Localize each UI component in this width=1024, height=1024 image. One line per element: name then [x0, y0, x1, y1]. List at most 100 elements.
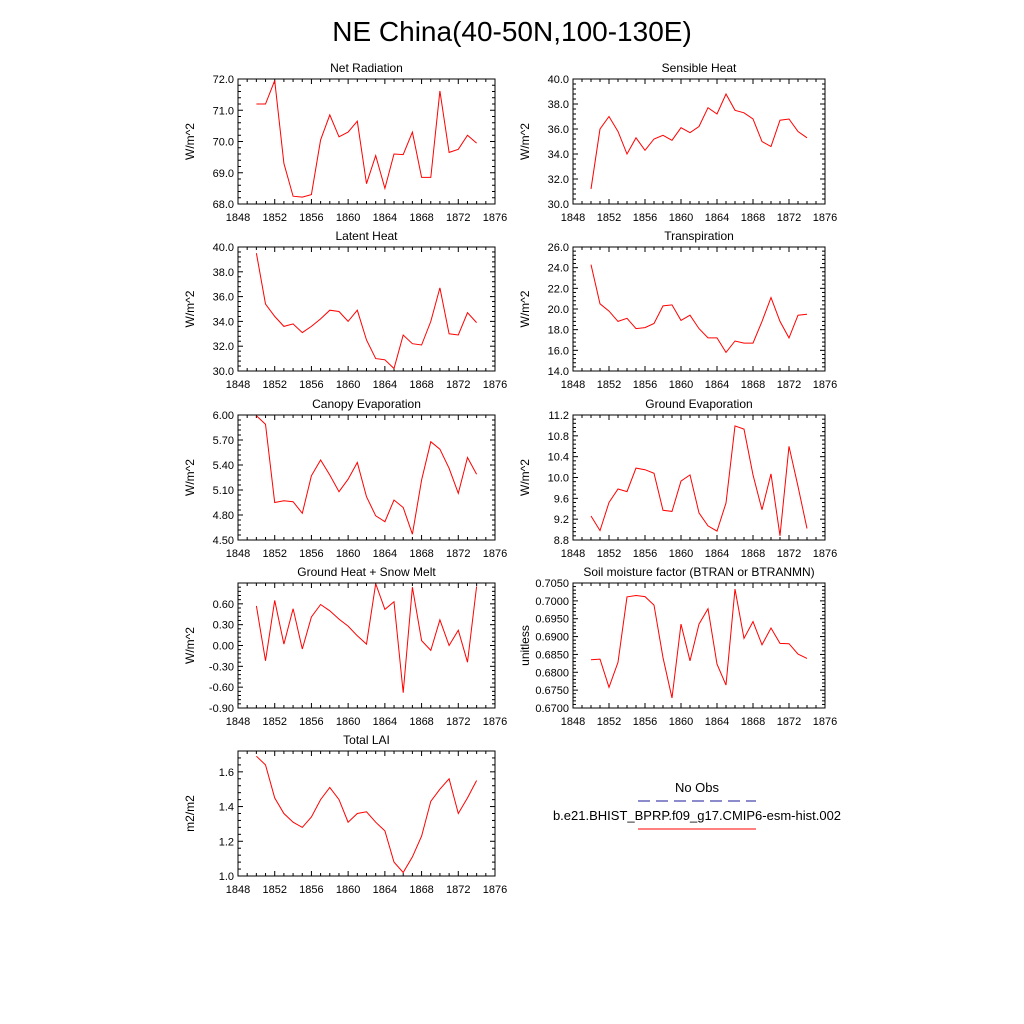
- y-axis-label: W/m^2: [518, 123, 532, 160]
- x-tick-label: 1856: [299, 379, 323, 391]
- x-tick-label: 1868: [741, 548, 765, 560]
- y-axis-label: W/m^2: [183, 459, 197, 496]
- x-tick-label: 1872: [777, 212, 801, 224]
- y-tick-label: 9.6: [554, 493, 569, 505]
- x-tick-label: 1852: [262, 379, 286, 391]
- panel-8: Total LAI m2/m2 1848 1852 1856 1860 1864 1868 18…: [183, 733, 507, 896]
- y-tick-label: 18.0: [548, 325, 569, 337]
- x-tick-label: 1852: [597, 379, 621, 391]
- x-tick-label: 1868: [409, 212, 433, 224]
- y-tick-label: 0.60: [213, 599, 234, 611]
- x-tick-label: 1868: [409, 548, 433, 560]
- x-tick-label: 1856: [633, 716, 657, 728]
- x-tick-label: 1856: [633, 212, 657, 224]
- y-tick-label: 0.00: [213, 641, 234, 653]
- x-tick-label: 1848: [226, 716, 250, 728]
- series-line: [256, 415, 478, 535]
- panel-title: Net Radiation: [330, 61, 403, 75]
- x-tick-label: 1856: [299, 716, 323, 728]
- y-tick-label: 9.2: [554, 514, 569, 526]
- x-tick-label: 1876: [813, 379, 837, 391]
- y-tick-label: 32.0: [213, 341, 234, 353]
- y-tick-label: 10.0: [548, 473, 569, 485]
- x-tick-label: 1868: [741, 379, 765, 391]
- x-tick-label: 1864: [705, 379, 729, 391]
- legend-obs-label: No Obs: [675, 780, 720, 795]
- x-tick-label: 1860: [669, 548, 693, 560]
- panel-title: Sensible Heat: [662, 61, 737, 75]
- y-tick-label: 36.0: [548, 124, 569, 136]
- x-tick-label: 1848: [561, 548, 585, 560]
- series-line: [256, 80, 477, 198]
- x-tick-label: 1876: [483, 212, 507, 224]
- y-tick-label: 11.2: [548, 410, 569, 422]
- y-tick-label: 0.6900: [535, 632, 569, 644]
- x-tick-label: 1872: [446, 379, 470, 391]
- x-tick-label: 1876: [813, 716, 837, 728]
- x-tick-label: 1864: [373, 548, 397, 560]
- panel-4: Canopy Evaporation W/m^2 1848 1852 1856 1860 1…: [183, 397, 507, 560]
- y-tick-label: 1.4: [219, 802, 234, 814]
- panels: Net Radiation W/m^2 1848 1852 1856 1860 1864 18…: [183, 61, 837, 896]
- x-tick-label: 1868: [741, 716, 765, 728]
- x-tick-label: 1848: [226, 884, 250, 896]
- y-tick-label: 5.70: [213, 435, 234, 447]
- y-tick-label: 30.0: [213, 366, 234, 378]
- y-tick-label: 68.0: [213, 199, 234, 211]
- x-tick-label: 1860: [336, 379, 360, 391]
- y-tick-label: 72.0: [213, 74, 234, 86]
- x-tick-label: 1872: [777, 548, 801, 560]
- x-tick-label: 1872: [446, 212, 470, 224]
- x-tick-label: 1856: [299, 212, 323, 224]
- panel-title: Latent Heat: [335, 229, 398, 243]
- panel-1: Sensible Heat W/m^2 1848 1852 1856 1860 1864 18…: [518, 61, 837, 224]
- y-tick-label: 0.6700: [535, 703, 569, 715]
- series-line: [255, 253, 477, 370]
- x-tick-label: 1860: [669, 212, 693, 224]
- y-tick-label: 30.0: [548, 199, 569, 211]
- x-tick-label: 1852: [597, 212, 621, 224]
- y-axis-label: m2/m2: [183, 795, 197, 832]
- series-line: [590, 264, 808, 354]
- panel-title: Total LAI: [343, 733, 390, 747]
- x-tick-label: 1876: [483, 716, 507, 728]
- x-tick-label: 1860: [336, 884, 360, 896]
- panel-6: Ground Heat + Snow Melt W/m^2 1848 1852 1856…: [183, 565, 507, 728]
- x-tick-label: 1864: [705, 548, 729, 560]
- y-tick-label: 5.40: [213, 460, 234, 472]
- panel-7: Soil moisture factor (BTRAN or BTRANMN) u…: [518, 565, 837, 728]
- y-tick-label: 71.0: [213, 105, 234, 117]
- legend: No Obs b.e21.BHIST_BPRP.f09_g17.CMIP6-es…: [553, 780, 841, 830]
- y-tick-label: 16.0: [548, 345, 569, 357]
- y-axis-label: W/m^2: [518, 459, 532, 496]
- y-tick-label: 20.0: [548, 304, 569, 316]
- y-tick-label: 38.0: [548, 99, 569, 111]
- x-tick-label: 1864: [373, 716, 397, 728]
- series-line: [590, 92, 808, 190]
- y-tick-label: -0.90: [209, 703, 234, 715]
- x-tick-label: 1848: [226, 548, 250, 560]
- y-axis-label: W/m^2: [518, 290, 532, 327]
- y-tick-label: 10.4: [548, 452, 569, 464]
- y-axis-label: unitless: [518, 625, 532, 666]
- y-tick-label: 70.0: [213, 137, 234, 149]
- y-tick-label: 0.7000: [535, 596, 569, 608]
- x-tick-label: 1860: [336, 716, 360, 728]
- x-tick-label: 1868: [409, 716, 433, 728]
- y-tick-label: 0.6750: [535, 685, 569, 697]
- x-tick-label: 1872: [777, 379, 801, 391]
- y-tick-label: 0.6950: [535, 614, 569, 626]
- x-tick-label: 1852: [262, 884, 286, 896]
- x-tick-label: 1848: [561, 379, 585, 391]
- y-tick-label: 6.00: [213, 410, 234, 422]
- y-tick-label: 34.0: [548, 149, 569, 161]
- x-tick-label: 1860: [669, 379, 693, 391]
- series-line: [256, 755, 478, 874]
- y-tick-label: -0.30: [209, 661, 234, 673]
- x-tick-label: 1868: [741, 212, 765, 224]
- x-tick-label: 1852: [262, 548, 286, 560]
- y-tick-label: 22.0: [548, 283, 569, 295]
- panel-title: Canopy Evaporation: [312, 397, 421, 411]
- x-tick-label: 1852: [262, 716, 286, 728]
- series-line: [590, 589, 808, 699]
